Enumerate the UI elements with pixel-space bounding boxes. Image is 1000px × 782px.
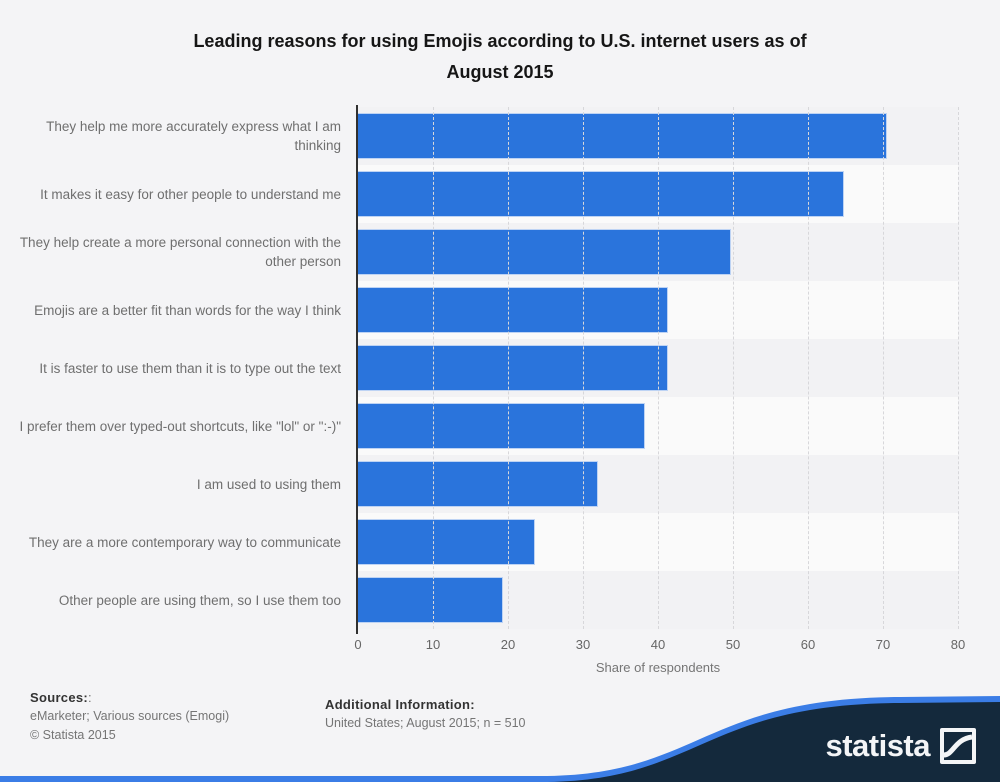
gridline xyxy=(958,107,959,629)
tick-label: 0 xyxy=(354,637,362,652)
additional-info-label: Additional Information: xyxy=(325,697,475,712)
sources-text: eMarketer; Various sources (Emogi) xyxy=(30,709,230,723)
bar[interactable] xyxy=(358,403,646,449)
chart-row: They help me more accurately express wha… xyxy=(0,107,958,165)
chart-row: It makes it easy for other people to und… xyxy=(0,165,958,223)
row-band xyxy=(358,397,958,455)
tick-label: 80 xyxy=(950,637,966,652)
row-band xyxy=(358,281,958,339)
category-label: They help me more accurately express wha… xyxy=(46,119,341,153)
bar[interactable] xyxy=(358,519,535,565)
chart-row: They are a more contemporary way to comm… xyxy=(0,513,958,571)
bar[interactable] xyxy=(358,577,503,623)
sources-label: Sources:: xyxy=(30,690,229,705)
statista-logo[interactable]: statista xyxy=(825,724,976,768)
category-label: It is faster to use them than it is to t… xyxy=(39,360,341,376)
y-axis-line xyxy=(356,105,358,634)
x-axis-label: Share of respondents xyxy=(595,660,721,675)
statista-logo-text: statista xyxy=(825,728,930,763)
tick-label: 60 xyxy=(800,637,816,652)
chart-rows: They help me more accurately express wha… xyxy=(0,107,958,629)
category-label: Other people are using them, so I use th… xyxy=(58,592,341,608)
chart-title-line1: Leading reasons for using Emojis accordi… xyxy=(193,31,807,51)
chart-row: It is faster to use them than it is to t… xyxy=(0,339,958,397)
sources-label-text: Sources: xyxy=(30,690,89,705)
row-band xyxy=(358,165,958,223)
row-band xyxy=(358,571,958,629)
row-band xyxy=(358,513,958,571)
chart-title-line2: August 2015 xyxy=(446,62,554,82)
chart-row: I prefer them over typed-out shortcuts, … xyxy=(0,397,958,455)
statista-logo-icon xyxy=(940,728,976,764)
bar[interactable] xyxy=(358,461,598,507)
tick-label: 20 xyxy=(500,637,516,652)
chart-row: They help create a more personal connect… xyxy=(0,223,958,281)
additional-info-block: Additional Information: United States; A… xyxy=(325,697,526,731)
copyright-text: © Statista 2015 xyxy=(30,728,116,742)
category-label: It makes it easy for other people to und… xyxy=(40,186,341,202)
chart-title: Leading reasons for using Emojis accordi… xyxy=(0,26,1000,88)
category-label: They help create a more personal connect… xyxy=(19,235,341,269)
chart-row: I am used to using them xyxy=(0,455,958,513)
sources-label-colon: : xyxy=(88,690,92,705)
row-band xyxy=(358,223,958,281)
additional-info-text: United States; August 2015; n = 510 xyxy=(325,716,526,730)
row-band xyxy=(358,339,958,397)
footer-wave xyxy=(0,696,1000,782)
bar[interactable] xyxy=(358,287,668,333)
chart-row: Other people are using them, so I use th… xyxy=(0,571,958,629)
tick-label: 30 xyxy=(575,637,591,652)
footer-wave-navy xyxy=(0,702,1000,782)
category-label: I prefer them over typed-out shortcuts, … xyxy=(19,418,341,434)
tick-label: 50 xyxy=(725,637,741,652)
sources-block: Sources:: eMarketer; Various sources (Em… xyxy=(30,690,229,743)
bar[interactable] xyxy=(358,345,668,391)
bar[interactable] xyxy=(358,229,731,275)
category-label: I am used to using them xyxy=(196,476,341,492)
bar[interactable] xyxy=(358,113,887,159)
row-band xyxy=(358,455,958,513)
tick-label: 40 xyxy=(650,637,666,652)
category-label: They are a more contemporary way to comm… xyxy=(28,534,341,550)
row-band xyxy=(358,107,958,165)
bar[interactable] xyxy=(358,171,844,217)
chart-row: Emojis are a better fit than words for t… xyxy=(0,281,958,339)
category-label: Emojis are a better fit than words for t… xyxy=(34,302,341,318)
tick-label: 70 xyxy=(875,637,891,652)
tick-label: 10 xyxy=(425,637,441,652)
